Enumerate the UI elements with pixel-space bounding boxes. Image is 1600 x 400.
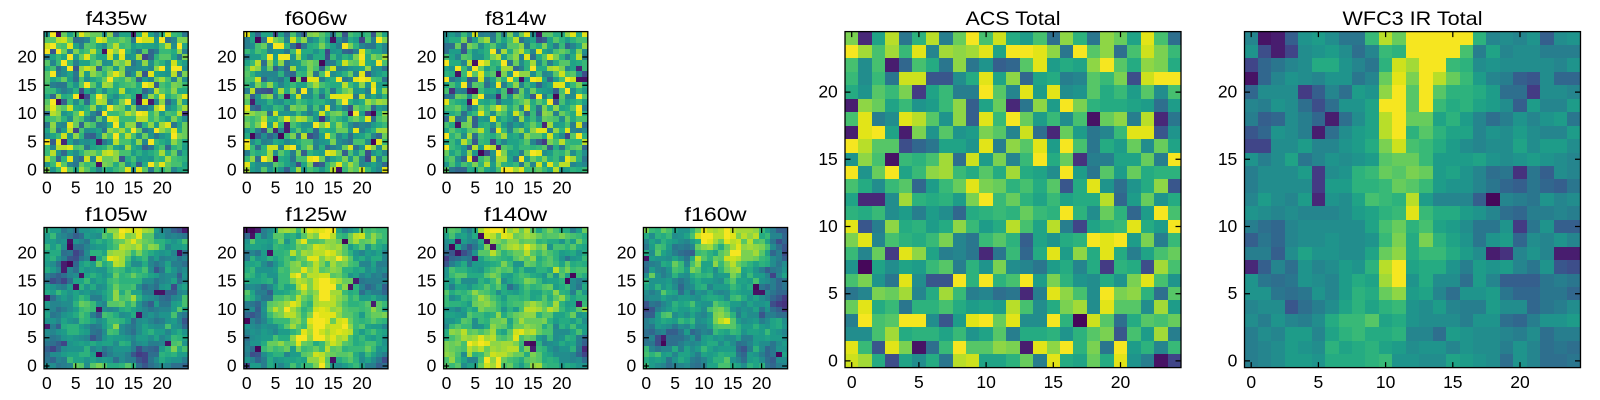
svg-text:0: 0 [242, 373, 252, 393]
svg-text:10: 10 [95, 373, 115, 393]
svg-text:15: 15 [217, 271, 236, 291]
svg-text:5: 5 [427, 131, 437, 151]
svg-text:15: 15 [323, 373, 342, 393]
svg-text:5: 5 [271, 373, 281, 393]
svg-text:WFC3 IR Total: WFC3 IR Total [1343, 8, 1483, 30]
svg-text:15: 15 [723, 373, 742, 393]
svg-text:10: 10 [217, 103, 237, 123]
svg-text:0: 0 [27, 356, 37, 376]
svg-text:15: 15 [217, 75, 236, 95]
svg-text:5: 5 [670, 373, 680, 393]
svg-text:5: 5 [227, 327, 237, 347]
svg-text:15: 15 [818, 149, 837, 169]
svg-text:5: 5 [271, 177, 281, 197]
svg-text:f814w: f814w [485, 8, 547, 30]
svg-text:0: 0 [442, 373, 452, 393]
svg-text:5: 5 [470, 373, 480, 393]
svg-text:10: 10 [694, 373, 714, 393]
svg-text:0: 0 [242, 177, 252, 197]
svg-text:20: 20 [552, 177, 572, 197]
svg-text:15: 15 [17, 271, 36, 291]
svg-text:0: 0 [641, 373, 651, 393]
svg-text:15: 15 [124, 177, 143, 197]
svg-text:10: 10 [494, 177, 514, 197]
svg-text:f105w: f105w [85, 204, 148, 226]
svg-text:0: 0 [626, 356, 636, 376]
svg-text:0: 0 [42, 373, 52, 393]
svg-text:10: 10 [95, 177, 115, 197]
svg-text:5: 5 [626, 327, 636, 347]
svg-text:10: 10 [818, 216, 838, 236]
svg-text:15: 15 [617, 271, 636, 291]
svg-text:0: 0 [1246, 372, 1256, 392]
svg-text:f435w: f435w [86, 8, 148, 30]
svg-text:15: 15 [1218, 149, 1237, 169]
svg-text:5: 5 [27, 131, 37, 151]
svg-text:15: 15 [17, 75, 36, 95]
svg-text:5: 5 [1314, 372, 1324, 392]
svg-text:10: 10 [417, 103, 437, 123]
svg-text:15: 15 [523, 177, 542, 197]
svg-text:20: 20 [1111, 372, 1131, 392]
svg-text:20: 20 [352, 177, 372, 197]
svg-text:0: 0 [1228, 350, 1238, 370]
svg-text:15: 15 [1443, 372, 1462, 392]
svg-text:15: 15 [417, 75, 436, 95]
svg-text:20: 20 [1218, 82, 1238, 102]
svg-text:5: 5 [914, 372, 924, 392]
svg-text:20: 20 [617, 242, 637, 262]
svg-text:ACS Total: ACS Total [966, 8, 1061, 30]
svg-text:10: 10 [976, 372, 996, 392]
svg-text:15: 15 [523, 373, 542, 393]
svg-text:0: 0 [427, 160, 437, 180]
svg-text:20: 20 [752, 373, 772, 393]
svg-text:20: 20 [1510, 372, 1530, 392]
svg-text:0: 0 [227, 160, 237, 180]
svg-text:20: 20 [152, 373, 172, 393]
svg-text:0: 0 [42, 177, 52, 197]
svg-text:10: 10 [494, 373, 514, 393]
svg-text:0: 0 [442, 177, 452, 197]
svg-text:10: 10 [617, 299, 637, 319]
svg-text:5: 5 [227, 131, 237, 151]
svg-text:15: 15 [124, 373, 143, 393]
svg-text:20: 20 [152, 177, 172, 197]
svg-text:10: 10 [17, 103, 37, 123]
svg-text:10: 10 [1376, 372, 1396, 392]
svg-text:0: 0 [27, 160, 37, 180]
svg-text:10: 10 [295, 373, 315, 393]
svg-text:20: 20 [17, 47, 37, 67]
svg-text:10: 10 [417, 299, 437, 319]
svg-text:f140w: f140w [484, 204, 548, 226]
svg-text:5: 5 [427, 327, 437, 347]
svg-text:20: 20 [417, 242, 437, 262]
svg-text:10: 10 [17, 299, 37, 319]
svg-text:20: 20 [417, 47, 437, 67]
svg-text:f160w: f160w [685, 204, 748, 226]
svg-text:20: 20 [352, 373, 372, 393]
svg-text:5: 5 [828, 283, 838, 303]
svg-text:5: 5 [1228, 283, 1238, 303]
svg-text:f606w: f606w [285, 8, 348, 30]
svg-text:5: 5 [27, 327, 37, 347]
svg-text:5: 5 [71, 373, 81, 393]
svg-text:15: 15 [1044, 372, 1063, 392]
svg-text:20: 20 [818, 82, 838, 102]
svg-text:15: 15 [417, 271, 436, 291]
svg-text:20: 20 [552, 373, 572, 393]
svg-text:0: 0 [828, 350, 838, 370]
svg-text:5: 5 [470, 177, 480, 197]
svg-text:10: 10 [1218, 216, 1238, 236]
svg-text:f125w: f125w [285, 204, 347, 226]
svg-text:10: 10 [217, 299, 237, 319]
svg-text:0: 0 [427, 356, 437, 376]
svg-text:0: 0 [227, 356, 237, 376]
svg-text:10: 10 [295, 177, 315, 197]
svg-text:5: 5 [71, 177, 81, 197]
svg-text:20: 20 [217, 242, 237, 262]
svg-text:20: 20 [217, 47, 237, 67]
svg-text:0: 0 [847, 372, 857, 392]
svg-text:20: 20 [17, 242, 37, 262]
svg-text:15: 15 [323, 177, 342, 197]
